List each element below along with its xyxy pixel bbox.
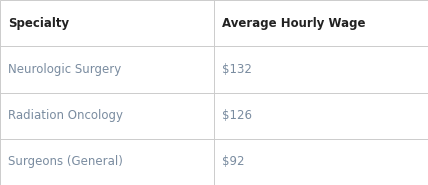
Text: Average Hourly Wage: Average Hourly Wage (222, 17, 365, 30)
Text: $92: $92 (222, 155, 244, 168)
Text: $126: $126 (222, 109, 252, 122)
Text: $132: $132 (222, 63, 252, 76)
Text: Neurologic Surgery: Neurologic Surgery (8, 63, 121, 76)
Text: Surgeons (General): Surgeons (General) (8, 155, 122, 168)
Text: Radiation Oncology: Radiation Oncology (8, 109, 123, 122)
Text: Specialty: Specialty (8, 17, 69, 30)
